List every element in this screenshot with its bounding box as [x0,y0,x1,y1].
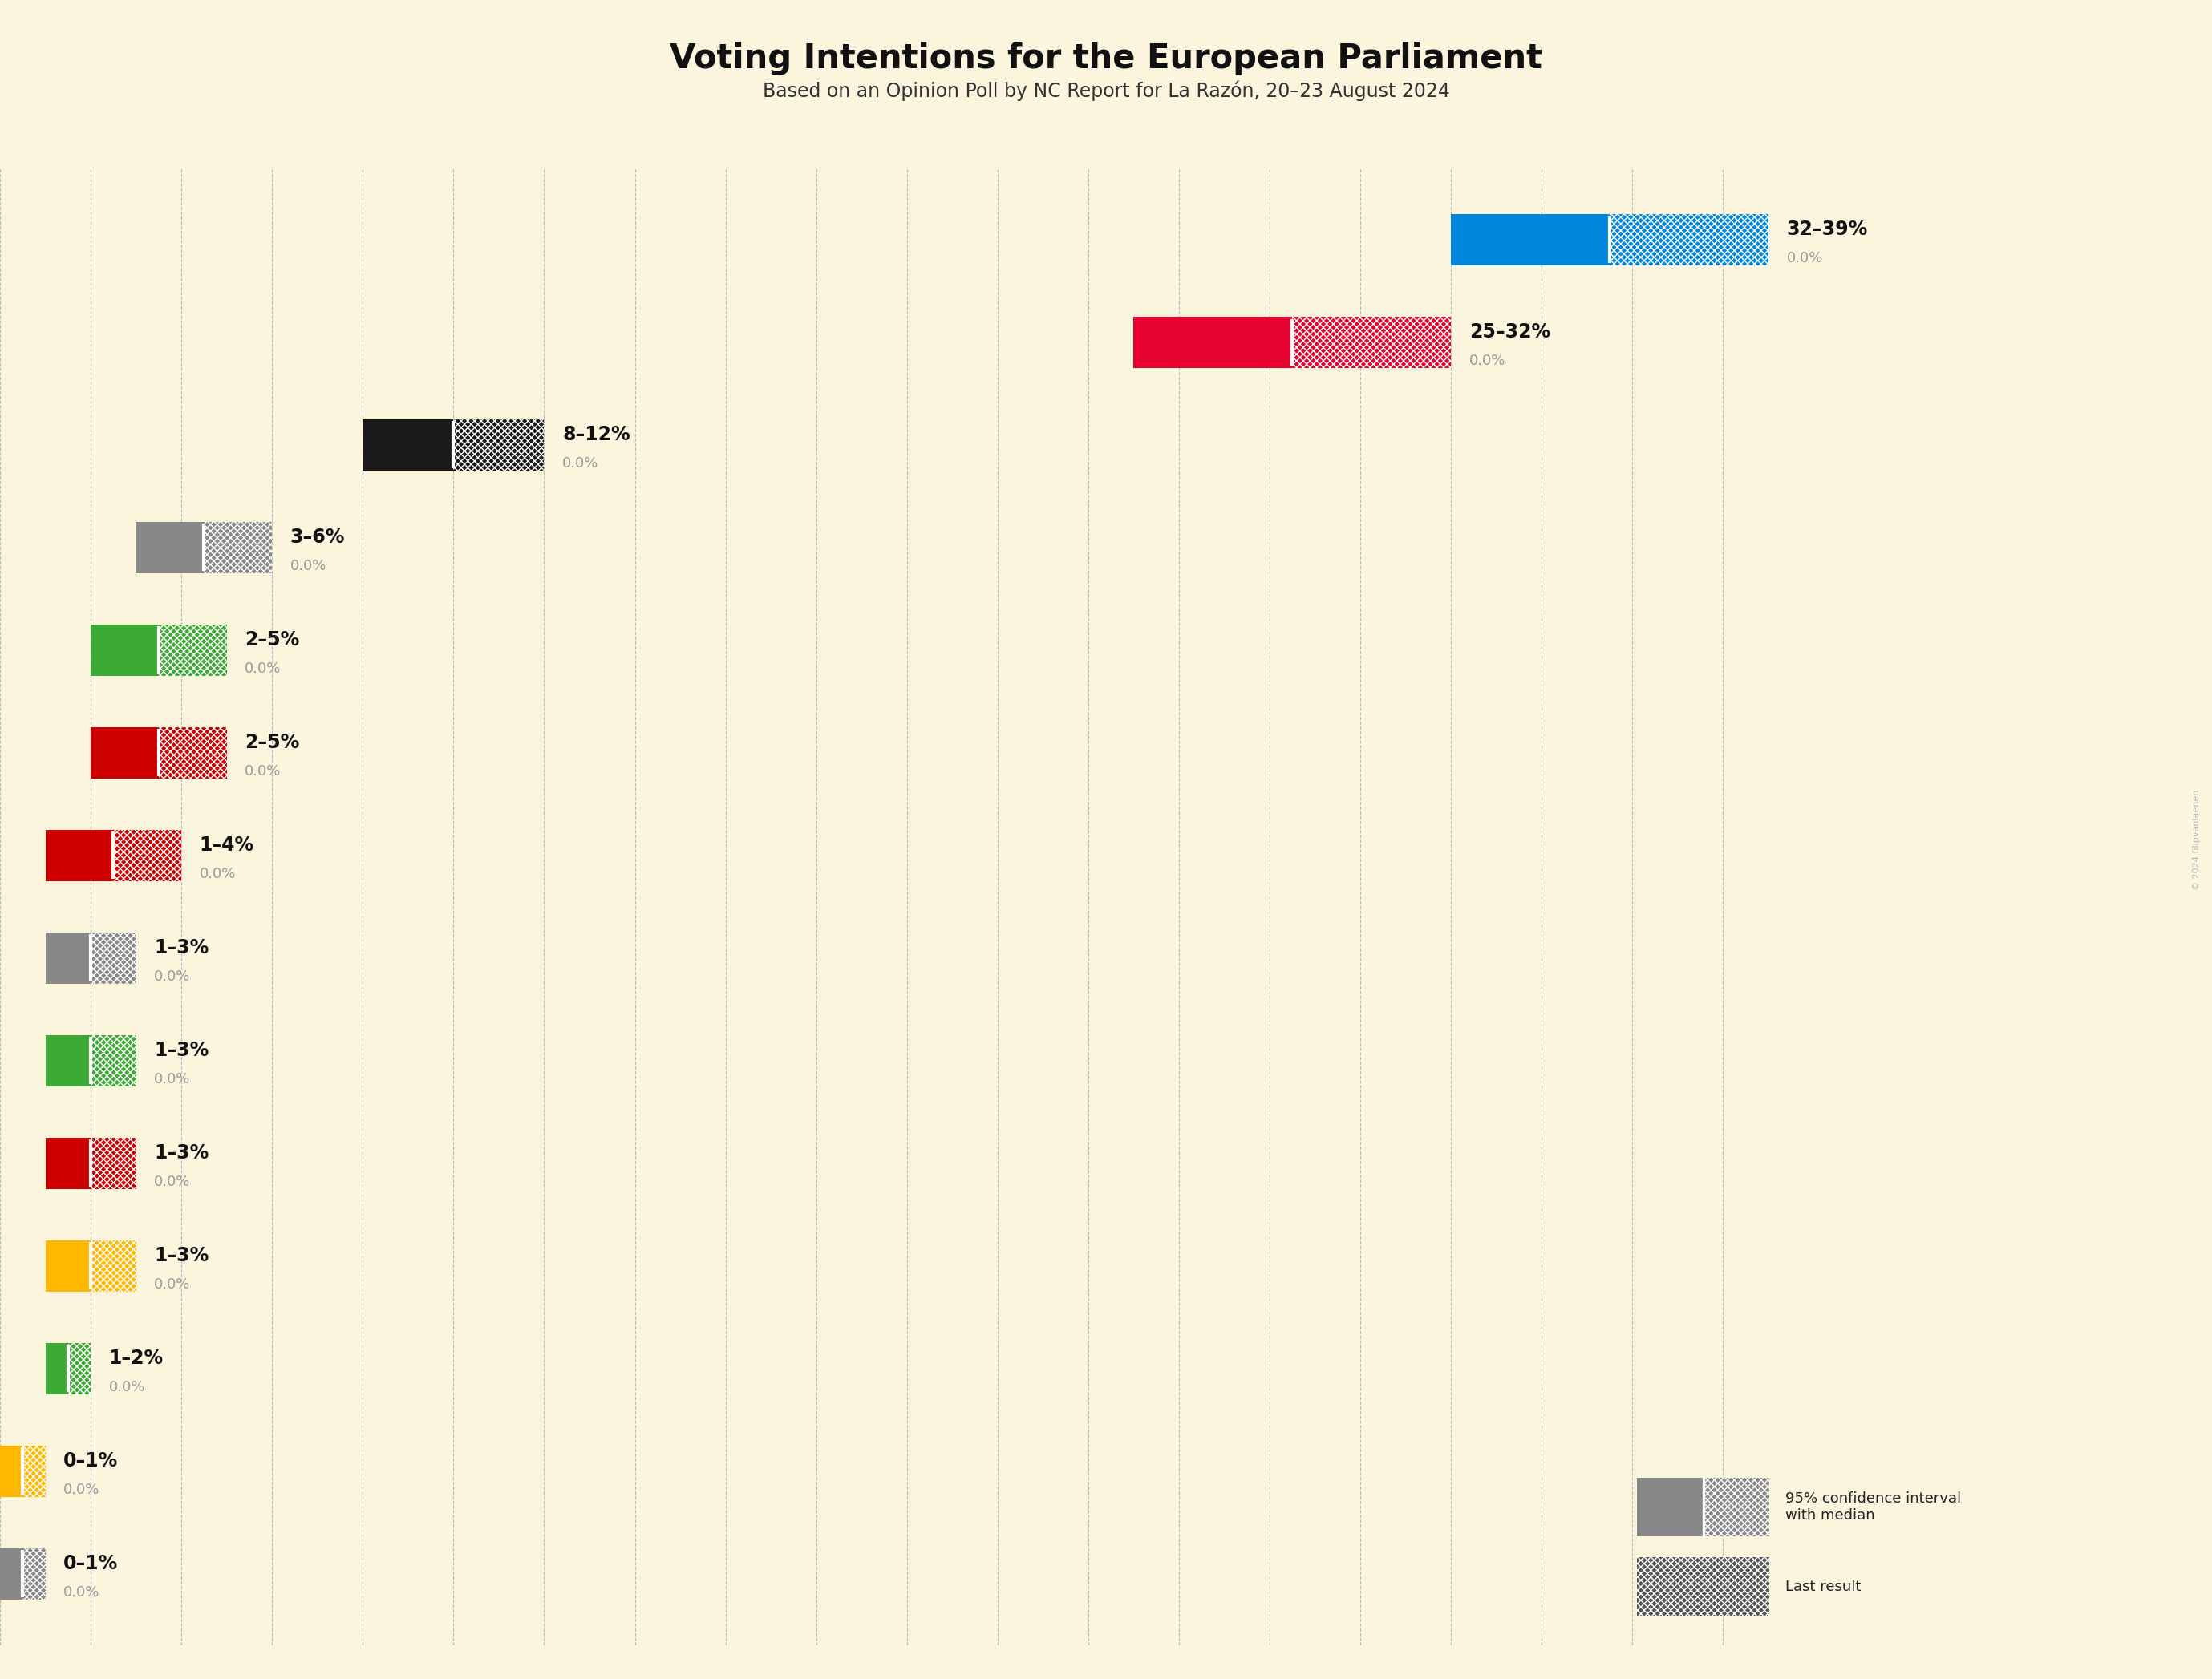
Text: 0.0%: 0.0% [1469,354,1506,368]
Bar [1610,213,1770,265]
Bar [69,1343,91,1394]
Bar [1637,1478,1770,1536]
Text: Based on an Opinion Poll by NC Report for La Razón, 20–23 August 2024: Based on an Opinion Poll by NC Report fo… [763,81,1449,101]
Bar [1292,317,1451,368]
Text: 1–3%: 1–3% [155,1246,208,1266]
Bar [91,727,228,779]
Bar [91,1034,137,1086]
Text: 0.0%: 0.0% [246,662,281,677]
Bar [22,1446,44,1496]
Bar [91,932,137,984]
Bar [113,829,181,881]
Bar [453,420,544,470]
Bar [44,1138,137,1189]
Bar [91,1241,137,1291]
Text: 3–6%: 3–6% [290,527,345,547]
Text: 95% confidence interval
with median: 95% confidence interval with median [1785,1491,1962,1523]
Text: 1–3%: 1–3% [155,1143,208,1162]
Text: 1–2%: 1–2% [108,1348,164,1368]
Bar [1135,317,1451,368]
Bar [1703,1478,1770,1536]
Text: 8–12%: 8–12% [562,425,630,445]
Bar [1637,1558,1770,1615]
Bar [22,1548,44,1598]
Text: 0.0%: 0.0% [290,559,327,573]
Bar [91,1138,137,1189]
Bar [363,420,544,470]
Bar [44,932,137,984]
Text: 2–5%: 2–5% [246,630,299,650]
Text: Last result: Last result [1785,1580,1860,1593]
Bar [44,829,181,881]
Text: 0.0%: 0.0% [155,1071,190,1086]
Bar [204,522,272,573]
Bar [0,1446,44,1496]
Bar [1637,1558,1770,1615]
Text: 25–32%: 25–32% [1469,322,1551,343]
Bar [44,1034,137,1086]
Text: 0.0%: 0.0% [108,1380,146,1394]
Text: 32–39%: 32–39% [1787,220,1867,238]
Text: 0.0%: 0.0% [246,764,281,779]
Text: Voting Intentions for the European Parliament: Voting Intentions for the European Parli… [670,42,1542,76]
Bar [91,625,228,677]
Bar [1451,213,1770,265]
Bar [159,625,228,677]
Text: 0.0%: 0.0% [155,969,190,984]
Text: 0.0%: 0.0% [155,1174,190,1189]
Text: 0–1%: 0–1% [64,1451,117,1471]
Text: 1–3%: 1–3% [155,1041,208,1059]
Bar [44,1343,91,1394]
Text: 1–4%: 1–4% [199,836,254,855]
Text: 0.0%: 0.0% [562,457,599,470]
Text: 0.0%: 0.0% [64,1483,100,1496]
Bar [137,522,272,573]
Text: 0.0%: 0.0% [199,866,237,881]
Text: 0.0%: 0.0% [155,1278,190,1291]
Text: 0.0%: 0.0% [64,1585,100,1600]
Bar [44,1241,137,1291]
Bar [159,727,228,779]
Text: 1–3%: 1–3% [155,939,208,957]
Text: 0–1%: 0–1% [64,1553,117,1573]
Text: 2–5%: 2–5% [246,732,299,752]
Bar [0,1548,44,1598]
Text: © 2024 filipvanlaenen: © 2024 filipvanlaenen [2192,789,2201,890]
Text: 0.0%: 0.0% [1787,250,1823,265]
